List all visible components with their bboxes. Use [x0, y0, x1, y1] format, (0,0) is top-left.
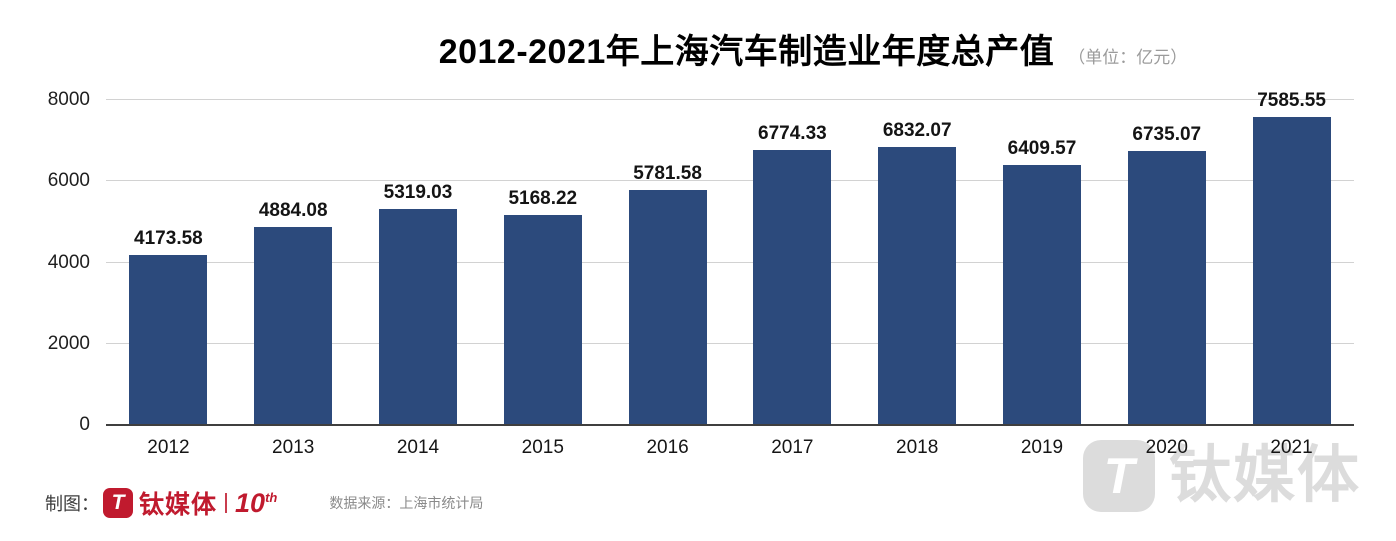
- bar-2012: [129, 255, 208, 425]
- bar-2019: [1002, 164, 1081, 425]
- x-tick-label-2019: 2019: [1020, 437, 1064, 458]
- bar-slot-2012: 4173.58: [106, 100, 231, 425]
- anniversary-badge: 10th: [235, 487, 278, 518]
- bar-value-label-2014: 5319.03: [383, 181, 453, 203]
- anniversary-number: 10: [235, 487, 266, 518]
- x-tick-label-2013: 2013: [272, 437, 315, 458]
- x-tick-label-2015: 2015: [521, 437, 564, 458]
- bar-value-label-2013: 4884.08: [258, 199, 328, 221]
- gridline-4000: [106, 261, 1354, 263]
- bar-2014: [379, 208, 457, 425]
- bar-value-label-2012: 4173.58: [134, 228, 203, 250]
- y-tick-label-8000: 8000: [47, 89, 90, 110]
- bar-slot-2018: 6832.07: [855, 100, 980, 425]
- bar-2016: [628, 190, 707, 425]
- chart-unit-label: （单位：亿元）: [1068, 48, 1188, 67]
- footer: 制图： T 钛媒体 10th 数据来源：上海市统计局: [45, 485, 483, 521]
- bar-value-label-2017: 6774.33: [758, 122, 827, 144]
- x-tick-label-2020: 2020: [1145, 437, 1188, 458]
- y-tick-label-4000: 4000: [47, 251, 90, 273]
- x-tick-label-2014: 2014: [396, 437, 440, 458]
- bar-value-label-2015: 5168.22: [508, 188, 578, 210]
- x-tick-label-2018: 2018: [896, 437, 939, 458]
- brand-divider: [225, 493, 228, 513]
- anniversary-suffix: th: [265, 489, 278, 505]
- gridline-8000: [106, 99, 1354, 100]
- bar-series: 4173.58 4884.08 5319.03 5168.22 5781.58 6774.…: [106, 90, 1354, 425]
- brand-name: 钛媒体: [139, 491, 218, 519]
- chart-title-row: 2012-2021年上海汽车制造业年度总产值 （单位：亿元）: [0, 24, 1396, 73]
- y-tick-label-2000: 2000: [47, 332, 90, 354]
- bar-slot-2013: 4884.08: [231, 100, 356, 425]
- x-tick-label-2017: 2017: [771, 437, 814, 458]
- y-tick-label-6000: 6000: [47, 170, 90, 192]
- bar-2017: [753, 149, 832, 425]
- bar-value-label-2021: 7585.55: [1257, 89, 1326, 111]
- data-source-label: 数据来源：上海市统计局: [329, 495, 484, 511]
- bar-slot-2019: 6409.57: [980, 100, 1105, 425]
- bar-2013: [254, 226, 333, 425]
- x-tick-label-2016: 2016: [646, 437, 689, 458]
- y-tick-label-0: 0: [79, 414, 90, 435]
- x-axis-line: [106, 424, 1354, 426]
- bar-2018: [878, 147, 957, 425]
- bar-2021: [1252, 116, 1331, 425]
- plot-area: 4173.58 4884.08 5319.03 5168.22 5781.58 6774.…: [106, 90, 1354, 426]
- bar-value-label-2016: 5781.58: [633, 163, 702, 185]
- bar-slot-2021: 7585.55: [1229, 90, 1354, 425]
- chart-title: 2012-2021年上海汽车制造业年度总产值: [438, 33, 1055, 71]
- bar-slot-2017: 6774.33: [730, 100, 855, 425]
- bar-value-label-2020: 6735.07: [1132, 124, 1202, 146]
- x-tick-label-2012: 2012: [147, 437, 190, 458]
- x-tick-label-2021: 2021: [1270, 437, 1313, 458]
- gridline-2000: [106, 342, 1354, 344]
- x-axis-tick-labels: 2012 2013 2014 2015 2016 2017 2018 2019 2020 2021: [106, 437, 1354, 459]
- y-axis-tick-labels: 0 2000 4000 6000 8000: [0, 89, 90, 435]
- gridline-6000: [106, 180, 1354, 182]
- made-by-label: 制图：: [45, 494, 99, 514]
- bar-2015: [503, 215, 582, 425]
- bar-value-label-2019: 6409.57: [1007, 137, 1077, 159]
- bar-value-label-2018: 6832.07: [882, 120, 952, 142]
- bar-2020: [1127, 151, 1206, 425]
- bar-slot-2020: 6735.07: [1104, 100, 1229, 425]
- bar-slot-2016: 5781.58: [605, 100, 730, 425]
- tmtpost-logo-icon: T: [103, 488, 133, 518]
- bar-slot-2014: 5319.03: [356, 100, 481, 425]
- bar-slot-2015: 5168.22: [480, 100, 605, 425]
